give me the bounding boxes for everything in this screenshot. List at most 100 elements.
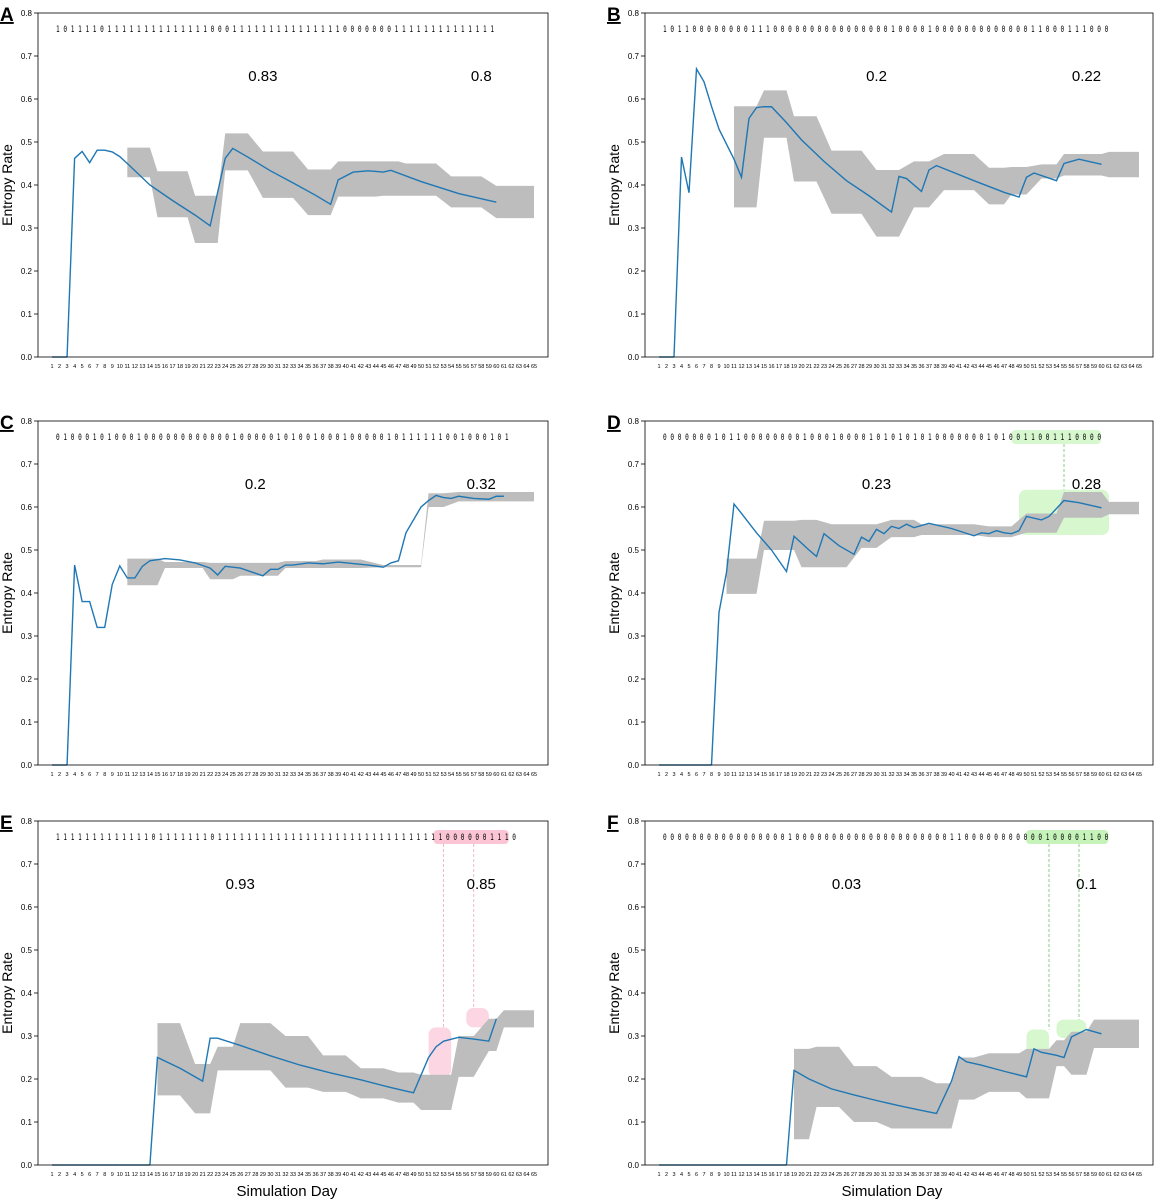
y-tick-label: 0.3 (21, 224, 33, 233)
x-tick-label: 41 (956, 772, 962, 778)
x-tick-label: 9 (717, 364, 720, 370)
x-tick-label: 62 (1113, 1172, 1119, 1178)
x-tick-label: 59 (486, 772, 492, 778)
chart-panel-c: C Entropy Rate 0.0 0.1 0.2 0.3 0.4 0.5 0.6 0.7 0.8… (0, 413, 549, 778)
x-tick-label: 13 (746, 772, 752, 778)
entropy-rate-line (149, 1018, 498, 1166)
x-tick-label: 50 (418, 364, 424, 370)
x-tick-label: 21 (806, 1172, 812, 1178)
x-tick-label: 3 (66, 772, 69, 778)
x-tick-label: 65 (1136, 1172, 1142, 1178)
x-tick-label: 7 (96, 364, 99, 370)
x-tick-label: 30 (267, 1172, 273, 1178)
x-tick-label: 22 (207, 1172, 213, 1178)
x-tick-label: 6 (695, 1172, 698, 1178)
x-tick-label: 45 (986, 772, 992, 778)
x-tick-label: 55 (1061, 772, 1067, 778)
x-tick-label: 35 (911, 364, 917, 370)
y-tick-label: 0.8 (21, 817, 33, 826)
y-tick-label: 0.7 (628, 52, 640, 61)
x-tick-label: 20 (192, 364, 198, 370)
x-tick-label: 23 (215, 364, 221, 370)
x-tick-label: 28 (252, 1172, 258, 1178)
x-tick-label: 57 (471, 772, 477, 778)
x-tick-label: 15 (761, 364, 767, 370)
x-tick-label: 53 (441, 772, 447, 778)
x-tick-label: 15 (154, 772, 160, 778)
x-tick-label: 14 (147, 772, 153, 778)
y-tick-label: 0.4 (21, 989, 33, 998)
x-tick-label: 63 (1121, 772, 1127, 778)
x-tick-label: 6 (695, 772, 698, 778)
x-tick-label: 43 (365, 772, 371, 778)
y-tick-label: 0.5 (628, 546, 640, 555)
x-tick-label: 46 (993, 772, 999, 778)
x-tick-label: 11 (731, 364, 737, 370)
x-tick-label: 51 (1031, 772, 1037, 778)
x-tick-label: 44 (978, 364, 984, 370)
x-tick-label: 18 (177, 1172, 183, 1178)
x-tick-label: 59 (1091, 364, 1097, 370)
x-tick-label: 25 (836, 772, 842, 778)
y-axis-label: Entropy Rate (0, 552, 15, 634)
x-tick-label: 57 (1076, 772, 1082, 778)
x-tick-label: 20 (798, 1172, 804, 1178)
x-tick-label: 7 (702, 364, 705, 370)
x-tick-label: 57 (1076, 1172, 1082, 1178)
y-tick-label: 0.2 (21, 1075, 33, 1084)
x-tick-label: 32 (888, 1172, 894, 1178)
x-tick-label: 19 (185, 364, 191, 370)
x-tick-label: 29 (260, 772, 266, 778)
x-tick-label: 4 (73, 1172, 76, 1178)
x-tick-label: 51 (426, 772, 432, 778)
x-tick-label: 38 (328, 772, 334, 778)
x-tick-label: 3 (672, 364, 675, 370)
x-tick-label: 36 (313, 1172, 319, 1178)
x-tick-label: 53 (441, 364, 447, 370)
x-tick-label: 65 (531, 772, 537, 778)
x-tick-label: 42 (963, 772, 969, 778)
x-tick-label: 53 (1046, 364, 1052, 370)
x-tick-label: 38 (328, 364, 334, 370)
x-tick-label: 14 (753, 364, 759, 370)
x-tick-label: 48 (403, 1172, 409, 1178)
x-tick-label: 50 (1023, 772, 1029, 778)
y-tick-label: 0.7 (628, 460, 640, 469)
x-tick-label: 48 (1008, 772, 1014, 778)
entropy-rate-line (66, 494, 504, 766)
entropy-annotation: 0.93 (226, 876, 255, 893)
x-tick-label: 25 (836, 1172, 842, 1178)
panel-label: D (607, 413, 621, 434)
x-tick-label: 52 (1038, 1172, 1044, 1178)
plot-frame (644, 420, 1154, 766)
x-tick-label: 40 (948, 364, 954, 370)
y-tick-label: 0.2 (21, 267, 33, 276)
x-tick-label: 31 (275, 772, 281, 778)
x-tick-label: 23 (215, 1172, 221, 1178)
x-tick-label: 26 (843, 364, 849, 370)
x-tick-label: 20 (798, 772, 804, 778)
x-tick-label: 59 (1091, 772, 1097, 778)
y-tick-label: 0.1 (21, 718, 33, 727)
y-tick-label: 0.8 (21, 417, 33, 426)
x-tick-label: 63 (516, 772, 522, 778)
x-tick-label: 48 (1008, 364, 1014, 370)
x-tick-label: 38 (933, 364, 939, 370)
x-tick-label: 63 (516, 364, 522, 370)
y-tick-label: 0.6 (628, 95, 640, 104)
x-tick-label: 30 (873, 364, 879, 370)
y-tick-label: 0.6 (628, 503, 640, 512)
x-tick-label: 53 (1046, 1172, 1052, 1178)
x-tick-label: 62 (1113, 772, 1119, 778)
y-tick-label: 0.8 (628, 817, 640, 826)
entropy-annotation: 0.22 (1072, 68, 1101, 85)
x-tick-label: 65 (531, 364, 537, 370)
x-tick-label: 15 (761, 772, 767, 778)
x-tick-label: 65 (1136, 772, 1142, 778)
x-tick-label: 41 (350, 364, 356, 370)
x-axis-label-right: Simulation Day (842, 1183, 943, 1200)
x-tick-label: 46 (388, 1172, 394, 1178)
x-tick-label: 52 (1038, 772, 1044, 778)
y-tick-label: 0.3 (628, 632, 640, 641)
x-tick-label: 44 (373, 1172, 379, 1178)
